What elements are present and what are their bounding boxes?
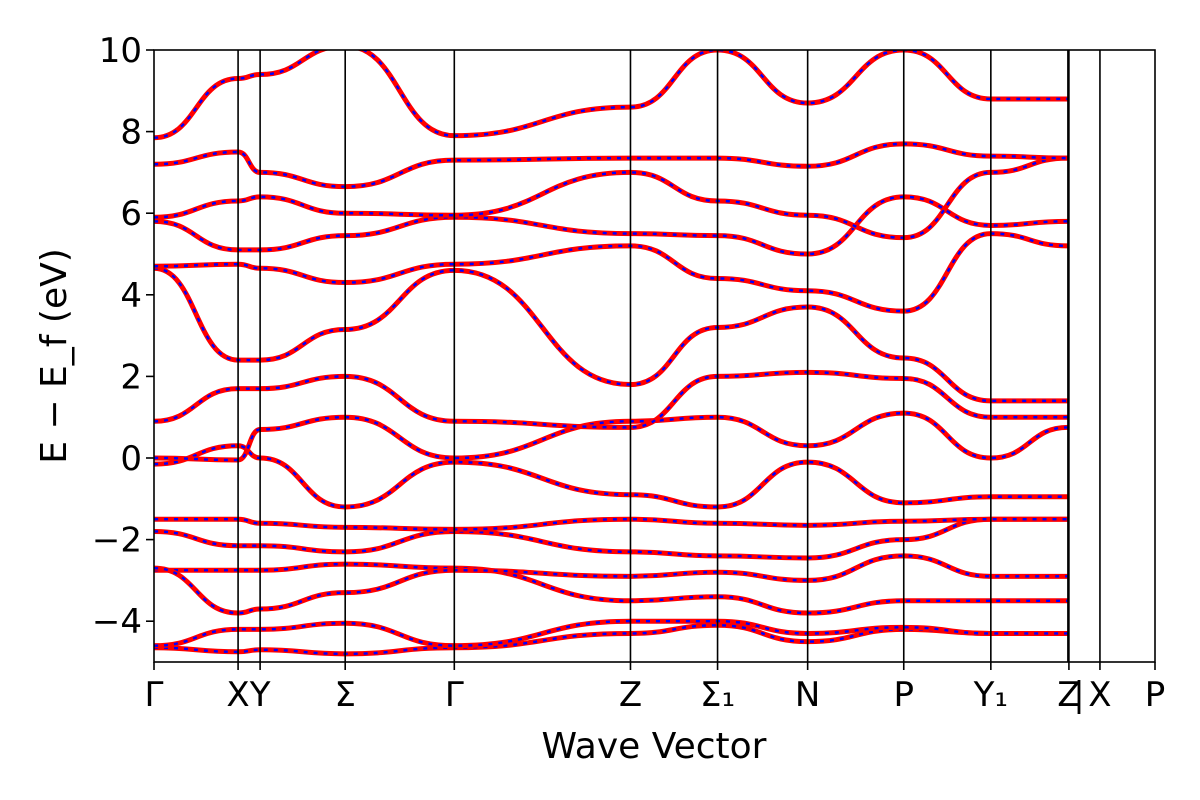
x-tick-label: P xyxy=(893,675,914,715)
x-tick-label: P xyxy=(1145,675,1166,715)
band-line-dash xyxy=(154,371,1068,429)
plot-frame xyxy=(153,49,1156,663)
x-tick-label: N xyxy=(795,675,820,715)
band-line xyxy=(154,516,1068,532)
y-tick-label: −4 xyxy=(92,602,142,642)
x-tick-label: Σ₁ xyxy=(700,675,735,715)
x-tick-label: Σ xyxy=(334,675,355,715)
y-axis-title: E − E_f (eV) xyxy=(34,248,75,464)
x-tick-label: | xyxy=(1073,675,1084,715)
x-tick-label: Y xyxy=(249,675,271,715)
band-line-dash xyxy=(154,267,1068,403)
y-tick-label: 10 xyxy=(99,31,142,71)
x-tick-label: Y₁ xyxy=(973,675,1008,715)
band-line-dash xyxy=(154,554,1068,615)
x-tick-label: X xyxy=(1088,675,1111,715)
y-tick-label: 8 xyxy=(120,113,142,153)
band-line-dash xyxy=(154,619,1068,647)
x-axis-title: Wave Vector xyxy=(542,726,767,767)
band-line-dash xyxy=(154,562,1068,615)
band-line-dash xyxy=(154,195,1068,256)
y-tick-label: 2 xyxy=(120,357,142,397)
y-axis: −4 −2 0 2 4 6 8 10 xyxy=(92,31,154,642)
x-tick-label: Γ xyxy=(445,675,464,715)
x-axis: Γ X Y Σ Γ Z Σ₁ N P Y₁ Z| X P xyxy=(145,662,1166,715)
y-tick-label: 4 xyxy=(120,276,142,316)
y-tick-label: −2 xyxy=(92,521,142,561)
y-tick-label: 0 xyxy=(120,439,142,479)
x-tick-label: Z xyxy=(1057,675,1080,715)
x-tick-label: Γ xyxy=(145,675,164,715)
x-tick-label: X xyxy=(226,675,249,715)
x-tick-label: Z xyxy=(619,675,642,715)
kpoint-lines xyxy=(237,50,1101,662)
y-tick-label: 6 xyxy=(120,194,142,234)
band-line xyxy=(154,141,1068,190)
